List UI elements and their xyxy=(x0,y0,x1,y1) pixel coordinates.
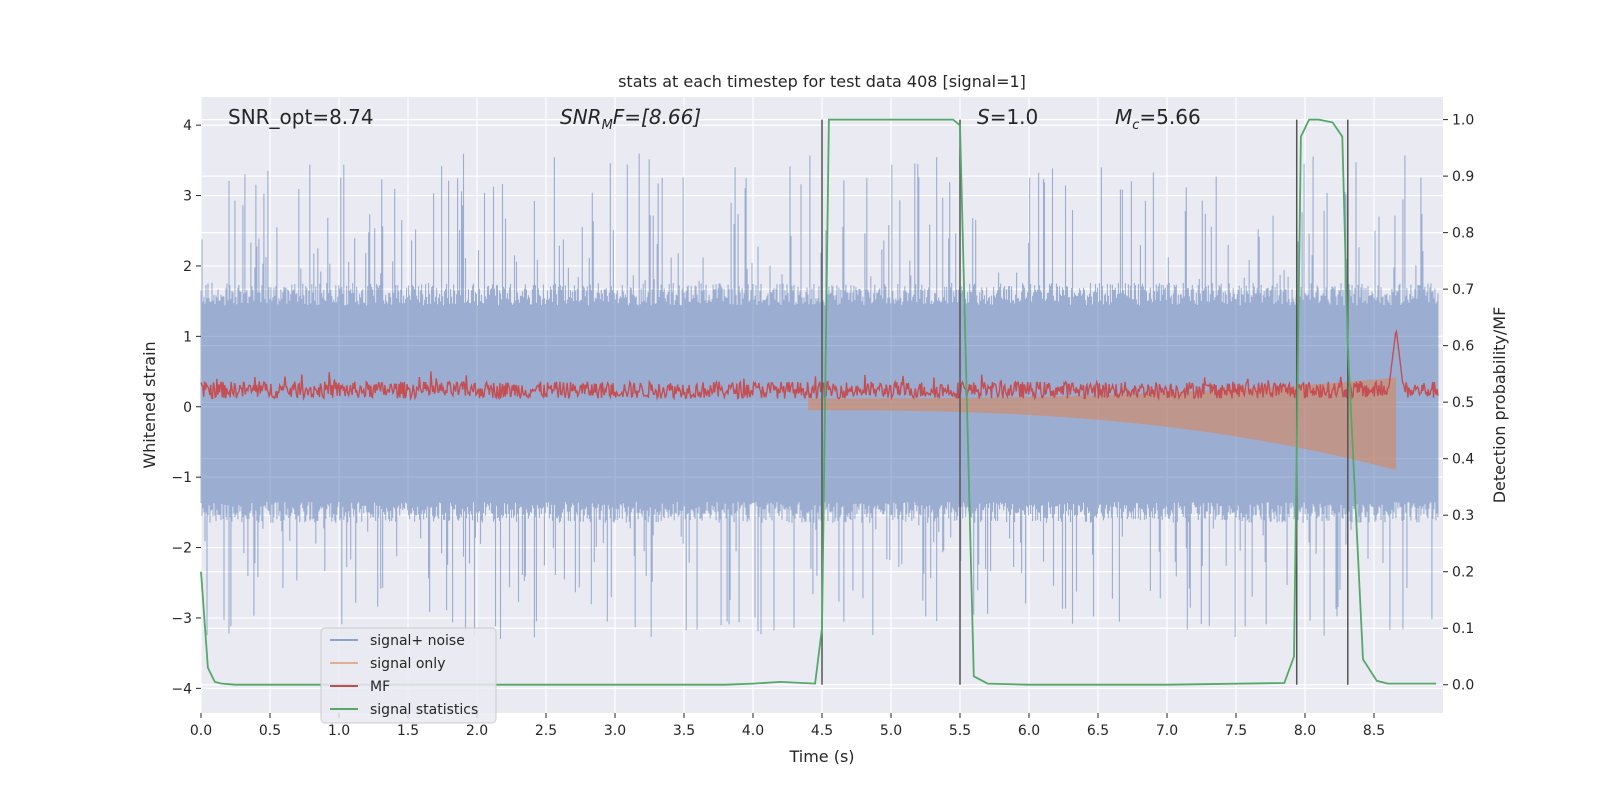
x-tick-label-8: 4.0 xyxy=(742,723,764,739)
y-tick-label-2: 2 xyxy=(183,259,192,275)
annotation-snr-mf-sub: M xyxy=(602,118,613,133)
y-right-tick-label-0: 1.0 xyxy=(1452,113,1474,129)
annotation-mc-sub: c xyxy=(1132,118,1139,133)
mf-trace xyxy=(200,329,1439,402)
x-tick-label-1: 0.5 xyxy=(259,723,281,739)
x-axis-ticks: 0.0 0.5 1.0 1.5 2.0 2.5 3.0 3.5 4.0 4.5 5.0 5.5 6.0 6… xyxy=(190,713,1385,739)
annotation-mc-rest: =5.66 xyxy=(1139,105,1200,129)
x-tick-label-16: 8.0 xyxy=(1294,723,1316,739)
x-tick-label-9: 4.5 xyxy=(811,723,833,739)
x-tick-label-7: 3.5 xyxy=(673,723,695,739)
signal-only-series xyxy=(808,377,1397,471)
annotation-snr-mf-rest: F=[8.66] xyxy=(613,105,701,129)
x-axis-label: Time (s) xyxy=(788,747,854,766)
x-tick-label-14: 7.0 xyxy=(1156,723,1178,739)
annotation-s-main: S xyxy=(977,105,990,129)
y-right-axis-label: Detection probability/MF xyxy=(1490,307,1509,504)
y-right-tick-label-9: 0.1 xyxy=(1452,621,1474,637)
annotation-s: S=1.0 xyxy=(977,105,1038,129)
y-right-tick-label-4: 0.6 xyxy=(1452,339,1474,355)
annotation-mc: Mc=5.66 xyxy=(1115,105,1201,133)
x-tick-label-2: 1.0 xyxy=(328,723,350,739)
y-tick-label-7: −3 xyxy=(171,611,192,627)
legend-label-mf: MF xyxy=(370,679,390,695)
legend-box xyxy=(320,627,497,724)
annotation-s-rest: =1.0 xyxy=(990,105,1039,129)
legend: signal+ noise signal only MF signal stat… xyxy=(320,627,497,724)
y-right-tick-label-10: 0.0 xyxy=(1452,678,1474,694)
x-tick-label-5: 2.5 xyxy=(535,723,557,739)
y-right-tick-label-3: 0.7 xyxy=(1452,282,1474,298)
x-tick-label-11: 5.5 xyxy=(949,723,971,739)
y-tick-label-8: −4 xyxy=(171,681,192,697)
y-tick-label-4: 0 xyxy=(183,400,192,416)
y-right-tick-label-2: 0.8 xyxy=(1452,226,1474,242)
y-right-tick-label-5: 0.5 xyxy=(1452,395,1474,411)
x-tick-label-3: 1.5 xyxy=(397,723,419,739)
annotation-mc-main: M xyxy=(1115,105,1132,129)
y-tick-label-1: 3 xyxy=(183,189,192,205)
chart-title: stats at each timestep for test data 408… xyxy=(618,72,1026,91)
y-right-tick-label-8: 0.2 xyxy=(1452,565,1474,581)
signal-only-trace xyxy=(808,377,1397,471)
x-tick-label-4: 2.0 xyxy=(466,723,488,739)
y-tick-label-0: 4 xyxy=(183,118,192,134)
x-tick-label-17: 8.5 xyxy=(1363,723,1385,739)
legend-label-signal-statistics: signal statistics xyxy=(370,702,478,718)
x-tick-label-6: 3.0 xyxy=(604,723,626,739)
annotation-snr-mf: SNRMF=[8.66] xyxy=(560,105,701,133)
y-tick-label-6: −2 xyxy=(171,541,192,557)
x-tick-label-0: 0.0 xyxy=(190,723,212,739)
x-tick-label-13: 6.5 xyxy=(1087,723,1109,739)
y-right-tick-label-1: 0.9 xyxy=(1452,169,1474,185)
y-tick-label-3: 1 xyxy=(183,329,192,345)
y-right-tick-label-7: 0.3 xyxy=(1452,508,1474,524)
y-tick-label-5: −1 xyxy=(171,470,192,486)
mf-series xyxy=(200,329,1439,402)
annotation-snr-opt: SNR_opt=8.74 xyxy=(228,105,374,129)
annotation-snr-mf-main: SNR xyxy=(560,105,602,129)
x-tick-label-10: 5.0 xyxy=(880,723,902,739)
legend-label-signal-only: signal only xyxy=(370,656,445,672)
y-axis-label: Whitened strain xyxy=(140,341,159,468)
y-right-tick-label-6: 0.4 xyxy=(1452,452,1474,468)
y-axis-ticks: 4 3 2 1 0 −1 −2 −3 −4 xyxy=(171,118,201,697)
y-right-axis-ticks: 1.0 0.9 0.8 0.7 0.6 0.5 0.4 0.3 0.2 0.1 0.0 xyxy=(1443,113,1474,694)
legend-label-signal-noise: signal+ noise xyxy=(370,633,465,649)
x-tick-label-15: 7.5 xyxy=(1225,723,1247,739)
x-tick-label-12: 6.0 xyxy=(1018,723,1040,739)
